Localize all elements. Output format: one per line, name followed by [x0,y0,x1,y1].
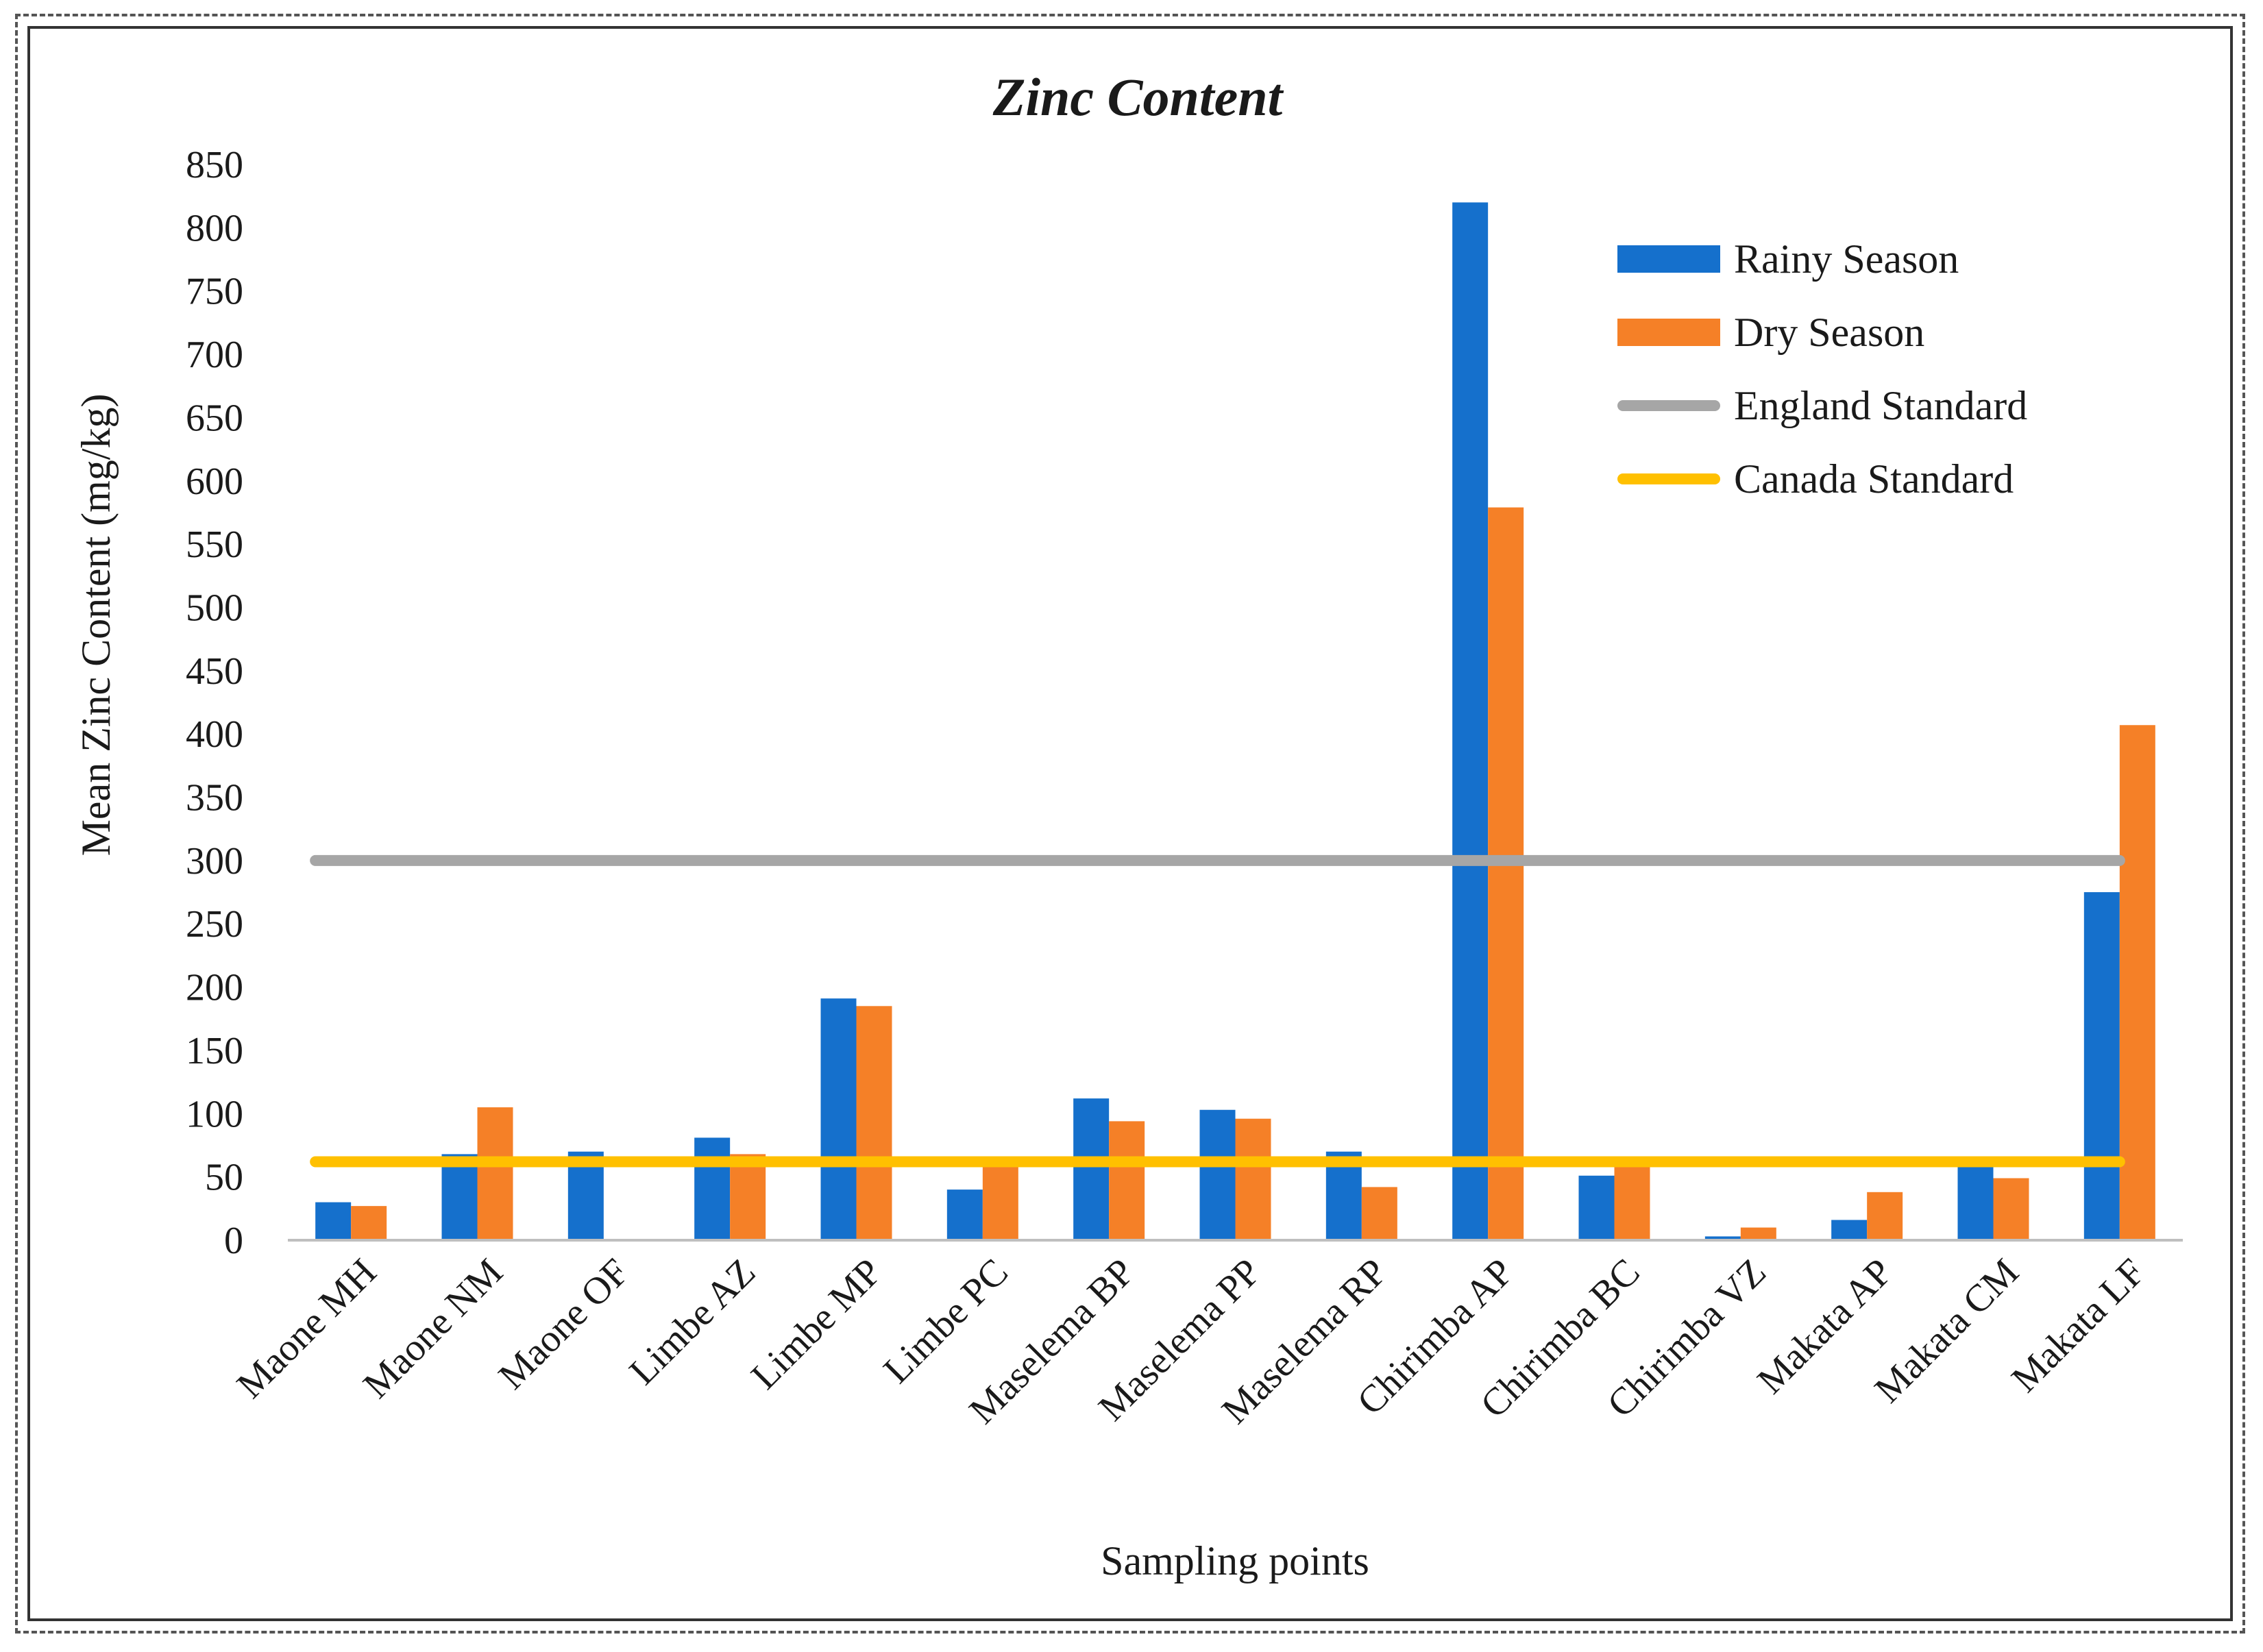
dry-season-bar [1740,1227,1776,1240]
dry-season-bar [1488,507,1524,1240]
rainy-season-bar [441,1154,478,1240]
reference-lines [310,854,2125,1168]
dry-season-bar [1109,1121,1145,1240]
y-tick-label: 0 [224,1220,243,1262]
legend-label-canada-standard: Canada Standard [1734,456,2014,502]
rainy-season-bar [2083,892,2120,1240]
chart-frame [27,26,2233,1621]
dry-season-bar [1614,1160,1650,1240]
y-tick-label: 800 [186,207,243,249]
y-axis-ticks: 0 50 100 150 200 250 300 350 400 450 500 550 600 650 7… [186,144,243,1262]
y-tick-label: 450 [186,650,243,693]
y-tick-label: 50 [205,1157,243,1199]
legend-label-england-standard: England Standard [1734,383,2027,428]
legend-swatch-rainy-season [1617,245,1720,273]
rainy-season-bar [820,998,857,1240]
y-axis-title: Mean Zinc Content (mg/kg) [73,394,119,856]
y-tick-label: 550 [186,523,243,566]
legend-label-dry-season: Dry Season [1734,310,1924,355]
bars [315,202,2155,1241]
x-tick-label: Limbe AZ [622,1250,764,1393]
y-tick-label: 250 [186,903,243,946]
dry-season-bar [477,1107,513,1240]
y-tick-label: 600 [186,460,243,503]
rainy-season-bar [946,1189,983,1240]
dry-season-bar [856,1006,892,1240]
dry-season-bar [1361,1187,1397,1240]
y-tick-label: 200 [186,967,243,1009]
legend-swatch-dry-season [1617,319,1720,346]
y-tick-label: 700 [186,334,243,376]
rainy-season-bar [694,1137,731,1240]
legend-label-rainy-season: Rainy Season [1734,236,1959,282]
dry-season-bar [730,1154,766,1240]
y-tick-label: 100 [186,1093,243,1135]
x-tick-label: Makata LF [2003,1250,2153,1401]
y-tick-label: 350 [186,777,243,819]
dry-season-bar [1235,1118,1271,1240]
x-tick-label: Maone NM [355,1250,511,1407]
dry-season-bar [351,1206,387,1240]
rainy-season-bar [1452,202,1489,1241]
rainy-season-bar [1199,1109,1236,1240]
legend: Rainy Season Dry Season England Standard Ca… [1617,236,2027,502]
x-tick-label: Limbe MP [743,1250,890,1397]
dry-season-bar [982,1161,1018,1240]
rainy-season-bar [1831,1220,1868,1240]
y-tick-label: 150 [186,1030,243,1072]
y-tick-label: 300 [186,840,243,883]
outer-dashed-frame [15,14,2245,1633]
y-tick-label: 750 [186,271,243,313]
x-tick-label: Maone OF [491,1250,637,1397]
rainy-season-bar [315,1202,352,1240]
rainy-season-bar [1578,1175,1615,1240]
x-axis-title: Sampling points [1101,1538,1369,1583]
dry-season-bar [1867,1192,1903,1240]
dry-season-bar [2119,725,2155,1240]
chart-title: Zinc Content [992,67,1284,127]
dry-season-bar [1993,1178,2029,1240]
rainy-season-bar [1957,1164,1994,1240]
rainy-season-bar [1704,1236,1741,1240]
rainy-season-bar [1073,1098,1110,1240]
y-tick-label: 400 [186,713,243,756]
y-tick-label: 850 [186,144,243,186]
y-tick-label: 500 [186,587,243,629]
y-tick-label: 650 [186,397,243,439]
